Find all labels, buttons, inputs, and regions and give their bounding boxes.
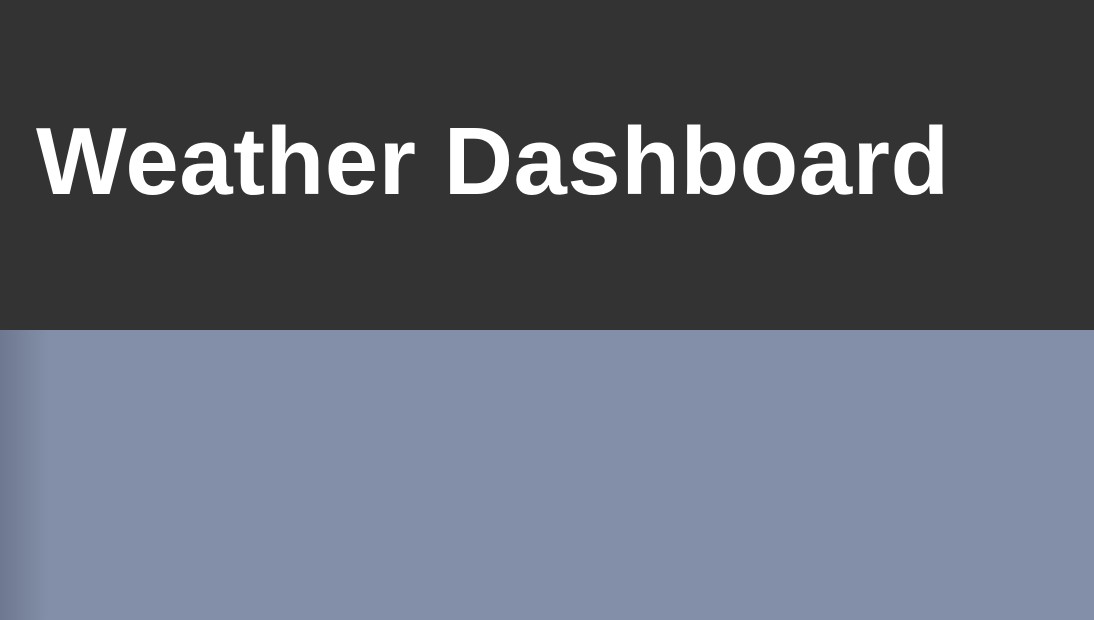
left-edge-shadow [0,330,48,620]
main-content-area [0,330,1094,620]
page-title: Weather Dashboard [36,108,950,215]
app-header: Weather Dashboard [0,0,1094,330]
